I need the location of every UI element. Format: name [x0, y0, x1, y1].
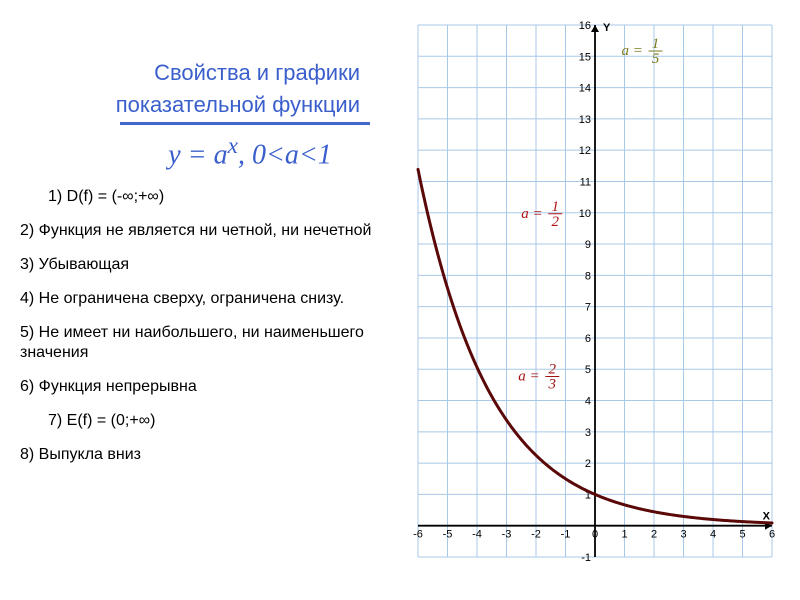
- property-6: 6) Функция непрерывна: [20, 377, 400, 397]
- svg-text:-5: -5: [443, 529, 453, 541]
- svg-text:-2: -2: [531, 529, 541, 541]
- svg-text:6: 6: [769, 529, 775, 541]
- svg-text:Y: Y: [603, 22, 611, 34]
- svg-text:16: 16: [579, 20, 591, 32]
- svg-text:2: 2: [585, 458, 591, 470]
- title-line2: показательной функции: [20, 92, 400, 118]
- svg-text:-1: -1: [561, 529, 571, 541]
- svg-text:3: 3: [680, 529, 686, 541]
- svg-text:7: 7: [585, 302, 591, 314]
- main-formula: y = ax, 0<a<1: [100, 133, 400, 171]
- svg-text:5: 5: [652, 51, 660, 67]
- svg-text:1: 1: [552, 199, 560, 215]
- svg-text:-4: -4: [472, 529, 482, 541]
- svg-text:5: 5: [585, 364, 591, 376]
- svg-text:X: X: [763, 511, 771, 523]
- properties-list: 1) D(f) = (-∞;+∞) 2) Функция не является …: [20, 187, 400, 465]
- svg-text:a =: a =: [518, 368, 539, 384]
- svg-text:a =: a =: [521, 206, 542, 222]
- svg-text:2: 2: [651, 529, 657, 541]
- svg-text:-6: -6: [413, 529, 423, 541]
- svg-text:4: 4: [585, 396, 591, 408]
- svg-text:12: 12: [579, 145, 591, 157]
- svg-text:14: 14: [579, 83, 591, 95]
- svg-text:4: 4: [710, 529, 716, 541]
- title-line1: Свойства и графики: [20, 60, 400, 86]
- property-1: 1) D(f) = (-∞;+∞): [48, 187, 400, 207]
- svg-text:-3: -3: [502, 529, 512, 541]
- svg-text:0: 0: [592, 529, 598, 541]
- svg-text:10: 10: [579, 208, 591, 220]
- property-4: 4) Не ограничена сверху, ограничена сниз…: [20, 289, 400, 309]
- svg-text:2: 2: [552, 214, 560, 230]
- title-underline: [120, 122, 370, 125]
- exponential-chart: -6-5-4-3-2-10123456-11234567891011121314…: [400, 15, 790, 575]
- property-8: 8) Выпукла вниз: [20, 445, 400, 465]
- svg-text:1: 1: [621, 529, 627, 541]
- svg-text:-1: -1: [581, 552, 591, 564]
- svg-text:13: 13: [579, 114, 591, 126]
- property-2: 2) Функция не является ни четной, ни неч…: [20, 221, 400, 241]
- svg-text:15: 15: [579, 51, 591, 63]
- svg-text:1: 1: [652, 36, 660, 52]
- svg-text:a =: a =: [622, 43, 643, 59]
- property-7: 7) E(f) = (0;+∞): [48, 411, 400, 431]
- svg-text:2: 2: [549, 361, 557, 377]
- property-5: 5) Не имеет ни наибольшего, ни наименьше…: [20, 323, 400, 363]
- svg-text:3: 3: [548, 376, 557, 392]
- svg-text:11: 11: [580, 176, 591, 188]
- svg-text:8: 8: [585, 270, 591, 282]
- property-3: 3) Убывающая: [20, 255, 400, 275]
- svg-text:6: 6: [585, 333, 591, 345]
- svg-text:5: 5: [739, 529, 745, 541]
- svg-text:9: 9: [585, 239, 591, 251]
- svg-text:3: 3: [585, 427, 591, 439]
